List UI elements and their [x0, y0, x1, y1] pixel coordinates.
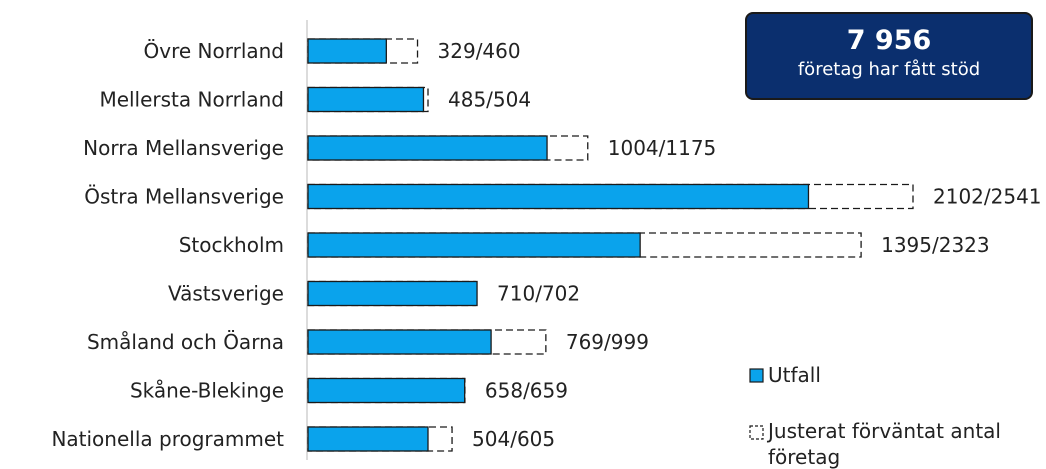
utfall-bar: [307, 38, 387, 64]
legend-label-expected-line2: företag: [768, 445, 840, 469]
category-label: Stockholm: [179, 233, 284, 257]
utfall-bar: [307, 86, 425, 113]
data-label: 658/659: [485, 379, 568, 403]
category-label: Övre Norrland: [144, 39, 285, 63]
data-label: 1395/2323: [881, 233, 990, 257]
utfall-bar: [307, 329, 492, 355]
category-label: Nationella programmet: [51, 427, 284, 451]
data-label: 2102/2541: [933, 185, 1042, 209]
data-label: 769/999: [566, 330, 649, 354]
category-label: Mellersta Norrland: [99, 88, 284, 112]
data-label: 504/605: [472, 427, 555, 451]
data-label: 329/460: [438, 39, 521, 63]
legend-swatch-expected: [749, 425, 764, 440]
legend-label-utfall: Utfall: [768, 363, 821, 387]
utfall-bar: [307, 183, 810, 210]
category-label: Skåne-Blekinge: [130, 379, 284, 403]
total-companies-value: 7 956: [846, 25, 932, 56]
data-label: 485/504: [448, 88, 531, 112]
total-companies-caption: företag har fått stöd: [797, 59, 981, 80]
data-label: 710/702: [497, 282, 580, 306]
data-label: 1004/1175: [608, 136, 717, 160]
utfall-bar: [307, 280, 478, 307]
utfall-bar: [307, 377, 466, 404]
category-label: Västsverige: [168, 282, 284, 306]
utfall-bar: [307, 135, 548, 161]
utfall-bar: [307, 232, 641, 258]
category-label: Östra Mellansverige: [84, 185, 284, 209]
legend-label-expected-line1: Justerat förväntat antal: [766, 419, 1001, 443]
category-label: Småland och Öarna: [87, 330, 284, 354]
legend: Utfall Justerat förväntat antal företag: [749, 363, 1001, 469]
category-label: Norra Mellansverige: [83, 136, 284, 160]
total-companies-box: 7 956 företag har fått stöd: [745, 12, 1033, 100]
legend-swatch-utfall: [749, 368, 764, 383]
utfall-bar: [307, 426, 429, 452]
